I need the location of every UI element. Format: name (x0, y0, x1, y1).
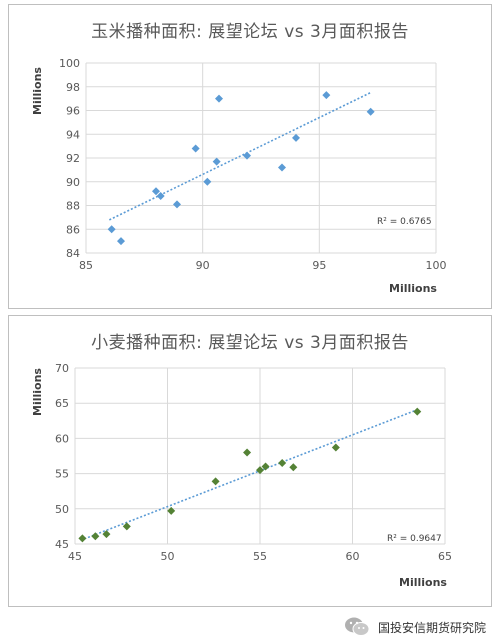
data-point (289, 463, 298, 472)
y-tick-label: 65 (55, 397, 69, 410)
data-point (91, 532, 100, 541)
data-point (173, 200, 181, 209)
data-point (122, 522, 131, 531)
chart-panel-corn: 玉米播种面积: 展望论坛 vs 3月面积报告 Millions Millions… (8, 4, 492, 309)
x-tick-label: 65 (438, 550, 452, 563)
x-axis-label: Millions (389, 282, 437, 295)
x-axis-label: Millions (399, 576, 447, 589)
x-tick-label: 100 (426, 259, 447, 272)
r-squared-label: R² = 0.6765 (377, 217, 432, 227)
x-tick-label: 45 (68, 550, 82, 563)
data-point (243, 448, 252, 457)
data-point (102, 530, 111, 539)
data-point (152, 187, 160, 196)
data-point (156, 192, 165, 200)
footer-watermark: 国投安信期货研究院 (344, 614, 486, 640)
data-point (243, 151, 251, 160)
wechat-icon (344, 616, 370, 638)
data-point (117, 237, 125, 246)
data-point (278, 459, 287, 468)
x-tick-label: 60 (346, 550, 360, 563)
data-point (167, 506, 176, 515)
data-point (413, 407, 422, 416)
chart-panel-wheat: 小麦播种面积: 展望论坛 vs 3月面积报告 Millions Millions… (8, 315, 492, 607)
y-tick-label: 70 (55, 362, 69, 375)
y-tick-label: 100 (59, 57, 80, 70)
x-tick-label: 85 (79, 259, 93, 272)
chart-title: 玉米播种面积: 展望论坛 vs 3月面积报告 (91, 22, 409, 42)
y-tick-label: 96 (66, 105, 80, 118)
data-point (203, 177, 212, 186)
y-tick-label: 55 (55, 468, 69, 481)
data-point (331, 443, 340, 452)
data-point (78, 534, 87, 543)
y-tick-label: 90 (66, 176, 80, 189)
y-tick-label: 84 (66, 247, 80, 260)
y-tick-label: 45 (55, 538, 69, 551)
data-point (256, 466, 264, 475)
y-tick-label: 94 (66, 128, 80, 141)
trendline (108, 91, 372, 221)
y-tick-label: 88 (66, 200, 80, 213)
y-tick-label: 98 (66, 81, 80, 94)
x-tick-label: 50 (161, 550, 175, 563)
data-point (215, 94, 223, 103)
trendline (80, 408, 418, 542)
y-tick-label: 92 (66, 152, 80, 165)
data-point (261, 462, 270, 471)
x-tick-label: 55 (253, 550, 267, 563)
y-tick-label: 50 (55, 503, 69, 516)
scatter-plot-wheat: 45 50 55 60 65 70 45 50 55 60 65 (55, 362, 452, 563)
y-tick-label: 60 (55, 432, 69, 445)
chart-title: 小麦播种面积: 展望论坛 vs 3月面积报告 (91, 333, 409, 353)
x-tick-label: 95 (312, 259, 326, 272)
data-point (191, 144, 200, 153)
x-tick-label: 90 (196, 259, 210, 272)
footer-text: 国投安信期货研究院 (377, 620, 486, 635)
scatter-plot-corn: 84 86 88 90 92 94 96 98 100 85 90 95 100 (59, 57, 447, 272)
y-tick-label: 86 (66, 223, 80, 236)
data-point (278, 163, 286, 172)
data-point (212, 157, 221, 166)
r-squared-label: R² = 0.9647 (387, 534, 442, 544)
data-point (292, 133, 300, 142)
data-point (322, 91, 331, 100)
data-point (107, 225, 116, 234)
data-point (366, 107, 375, 116)
data-point (211, 477, 220, 486)
